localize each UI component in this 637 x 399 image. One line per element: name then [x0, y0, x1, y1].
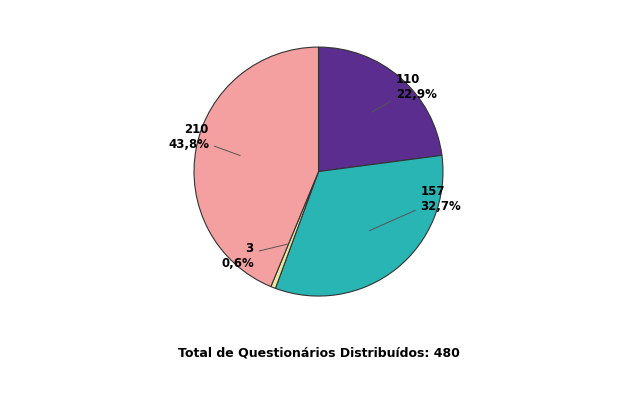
- Wedge shape: [318, 47, 442, 172]
- Wedge shape: [194, 47, 318, 286]
- Text: 110
22,9%: 110 22,9%: [372, 73, 436, 112]
- Text: 3
0,6%: 3 0,6%: [221, 242, 288, 270]
- Text: 157
32,7%: 157 32,7%: [369, 185, 461, 231]
- Wedge shape: [271, 172, 318, 288]
- Text: 210
43,8%: 210 43,8%: [168, 123, 240, 156]
- Wedge shape: [275, 155, 443, 296]
- Text: Total de Questionários Distribuídos: 480: Total de Questionários Distribuídos: 480: [178, 347, 459, 359]
